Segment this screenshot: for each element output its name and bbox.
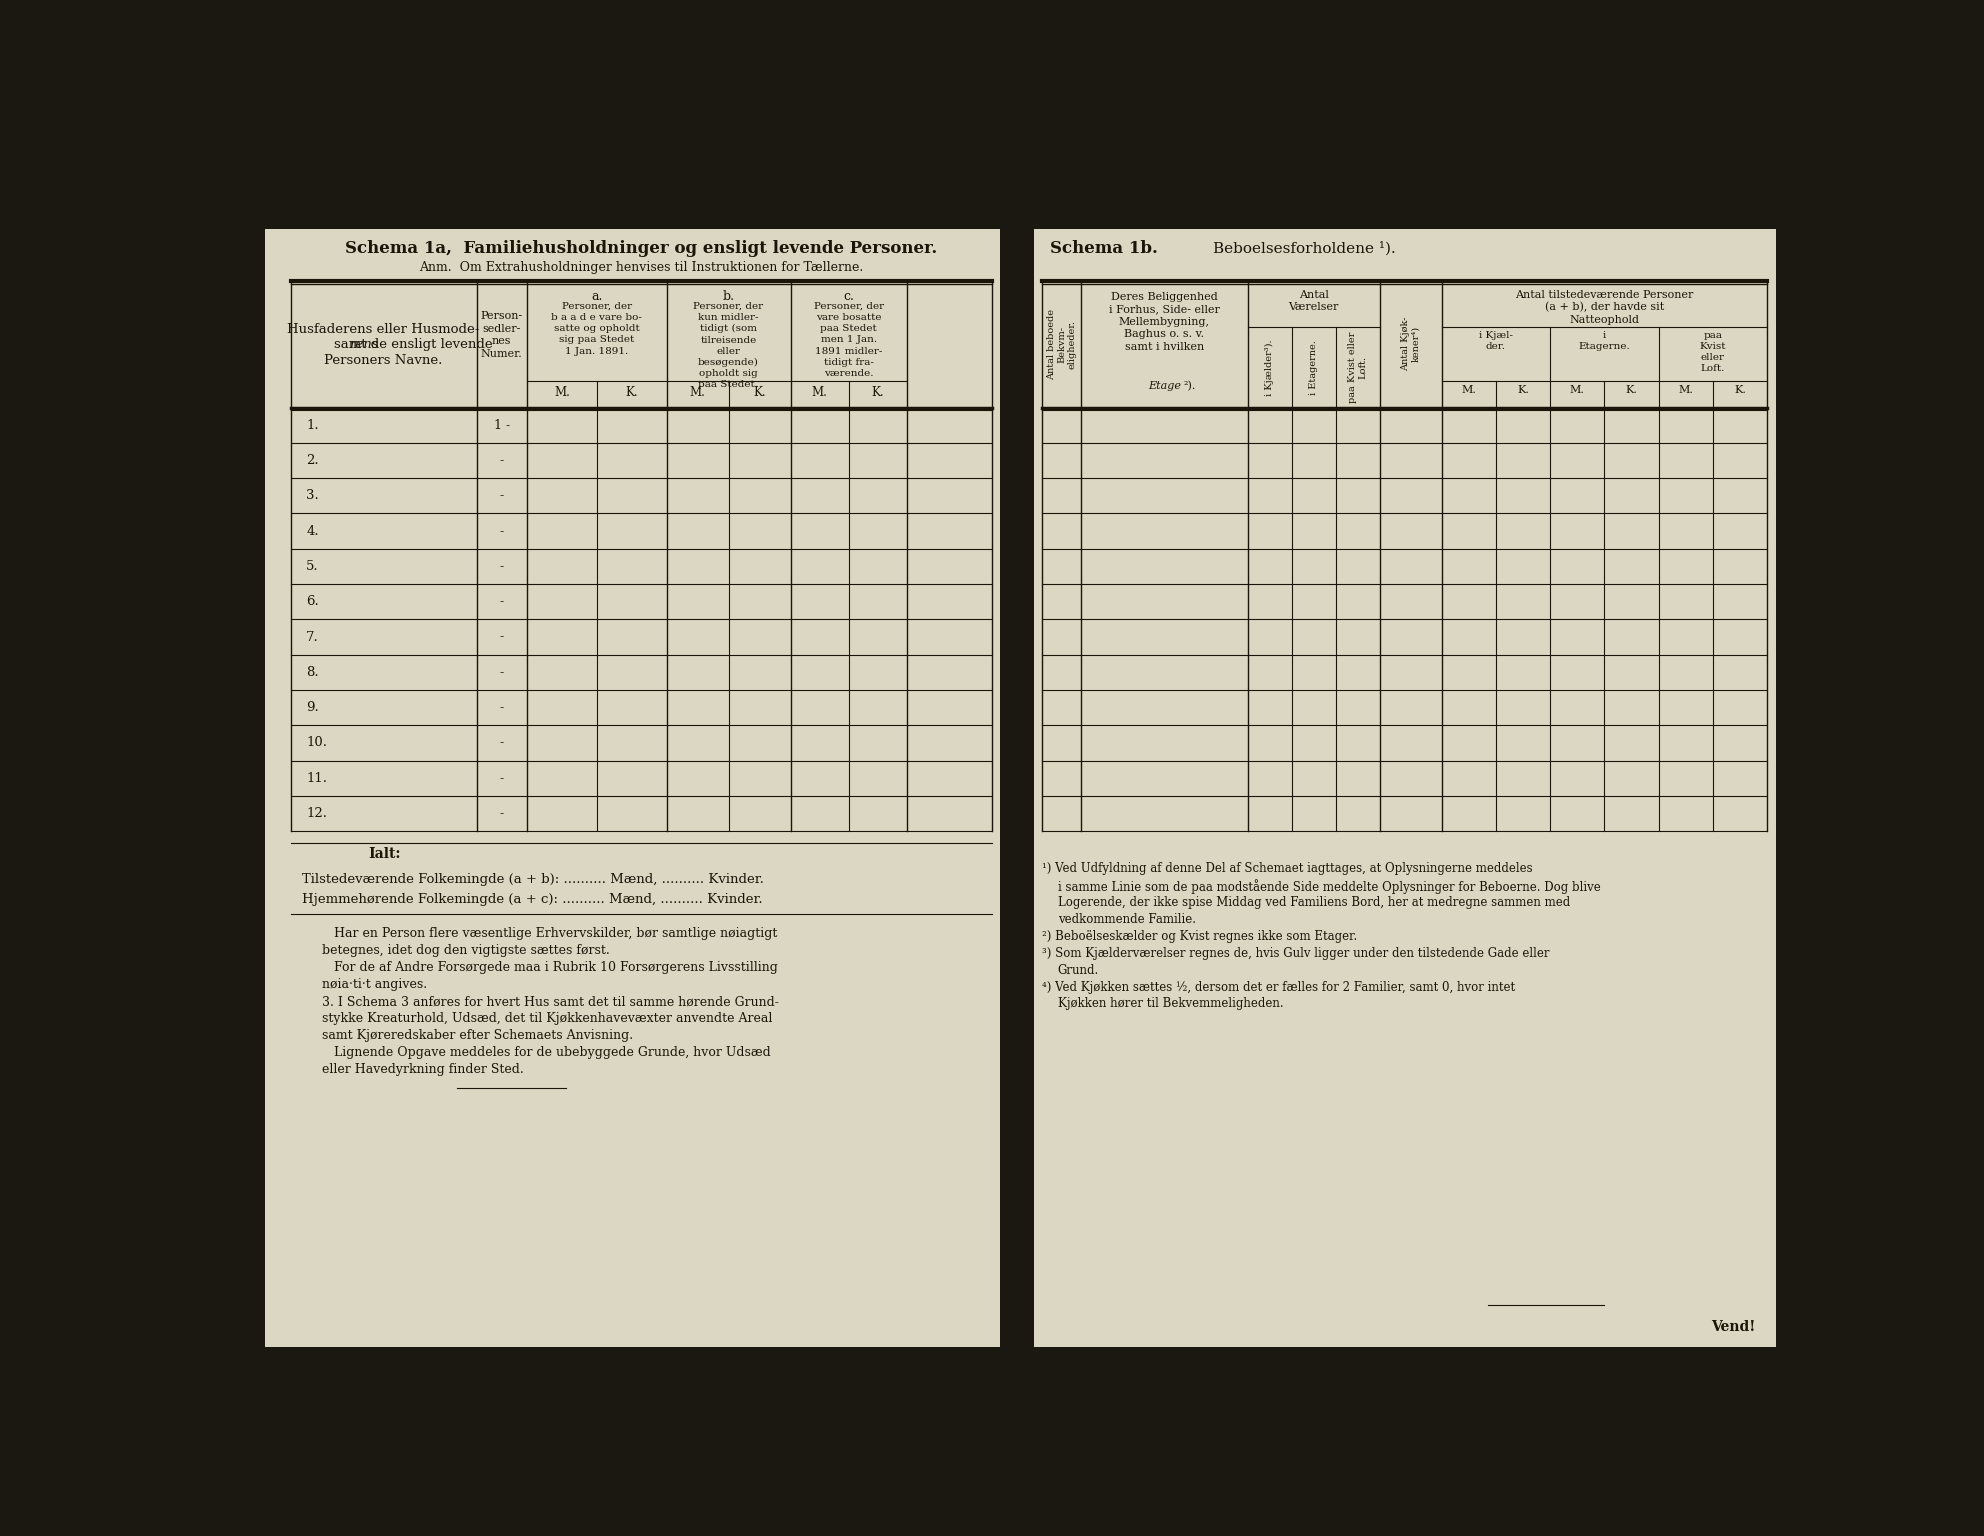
Text: a.: a. — [591, 290, 603, 303]
Text: -: - — [500, 736, 504, 750]
Bar — [266, 229, 1000, 1347]
Text: -: - — [500, 700, 504, 714]
Text: 7.: 7. — [306, 630, 319, 644]
Text: M.: M. — [1460, 384, 1476, 395]
Text: ⁴) Ved Kjøkken sættes ½, dersom det er fælles for 2 Familier, samt 0, hvor intet: ⁴) Ved Kjøkken sættes ½, dersom det er f… — [1042, 980, 1516, 994]
Bar — [1034, 229, 1776, 1347]
Text: Antal beboede
Bekvm-
eligheder.: Antal beboede Bekvm- eligheder. — [1048, 309, 1077, 379]
Text: 6.: 6. — [306, 596, 319, 608]
Text: Anm.  Om Extrahusholdninger henvises til Instruktionen for Tællerne.: Anm. Om Extrahusholdninger henvises til … — [419, 261, 863, 273]
Text: M.: M. — [1569, 384, 1585, 395]
Text: -: - — [500, 561, 504, 573]
Text: 1.: 1. — [306, 419, 319, 432]
Text: Deres Beliggenhed
i Forhus, Side- eller
Mellembygning,
Baghus o. s. v.
samt i hv: Deres Beliggenhed i Forhus, Side- eller … — [1109, 292, 1220, 352]
Text: 2.: 2. — [306, 455, 319, 467]
Text: samt de ensligt levende: samt de ensligt levende — [333, 338, 492, 352]
Text: M.: M. — [554, 386, 569, 399]
Text: ²) Beboëlseskælder og Kvist regnes ikke som Etager.: ²) Beboëlseskælder og Kvist regnes ikke … — [1042, 929, 1357, 943]
Text: samt Kjøreredskaber efter Schemaets Anvisning.: samt Kjøreredskaber efter Schemaets Anvi… — [321, 1029, 633, 1041]
Text: Personers Navne.: Personers Navne. — [325, 353, 442, 367]
Text: K.: K. — [1518, 384, 1530, 395]
Text: betegnes, idet dog den vigtigste sættes først.: betegnes, idet dog den vigtigste sættes … — [321, 945, 609, 957]
Text: Ialt:: Ialt: — [369, 846, 401, 860]
Text: ²).: ²). — [1182, 381, 1196, 392]
Text: vedkommende Familie.: vedkommende Familie. — [1057, 912, 1196, 926]
Text: 9.: 9. — [306, 700, 319, 714]
Text: 10.: 10. — [306, 736, 327, 750]
Text: i Kjælder³).: i Kjælder³). — [1266, 339, 1274, 395]
Text: stykke Kreaturhold, Udsæd, det til Kjøkkenhavevæxter anvendte Areal: stykke Kreaturhold, Udsæd, det til Kjøkk… — [321, 1012, 772, 1025]
Text: paa
Kvist
eller
Loft.: paa Kvist eller Loft. — [1700, 330, 1726, 373]
Text: 8.: 8. — [306, 665, 319, 679]
Text: ¹) Ved Udfyldning af denne Del af Schemaet iagttages, at Oplysningerne meddeles: ¹) Ved Udfyldning af denne Del af Schema… — [1042, 862, 1534, 876]
Text: For de af Andre Forsørgede maa i Rubrik 10 Forsørgerens Livsstilling: For de af Andre Forsørgede maa i Rubrik … — [321, 962, 778, 974]
Text: 12.: 12. — [306, 806, 327, 820]
Text: Kjøkken hører til Bekvemmeligheden.: Kjøkken hører til Bekvemmeligheden. — [1057, 997, 1284, 1011]
Text: K.: K. — [625, 386, 639, 399]
Text: -: - — [500, 455, 504, 467]
Text: Person-
sedler-
nes
Numer.: Person- sedler- nes Numer. — [480, 312, 524, 358]
Text: -: - — [500, 771, 504, 785]
Text: Schema 1a,  Familiehusholdninger og ensligt levende Personer.: Schema 1a, Familiehusholdninger og ensli… — [345, 240, 936, 257]
Text: Husfaderens eller Husmode-: Husfaderens eller Husmode- — [288, 323, 480, 336]
Text: K.: K. — [871, 386, 885, 399]
Text: 3.: 3. — [306, 490, 319, 502]
Text: K.: K. — [1625, 384, 1637, 395]
Text: Antal Kjøk-
kener⁴): Antal Kjøk- kener⁴) — [1401, 316, 1421, 372]
Text: Beboelsesforholdene ¹).: Beboelsesforholdene ¹). — [1212, 241, 1395, 255]
Text: M.: M. — [1678, 384, 1692, 395]
Text: Lignende Opgave meddeles for de ubebyggede Grunde, hvor Udsæd: Lignende Opgave meddeles for de ubebygge… — [321, 1046, 770, 1058]
Text: Antal
Værelser: Antal Værelser — [1288, 290, 1339, 312]
Text: 5.: 5. — [306, 561, 319, 573]
Text: Personer, der
kun midler-
tidigt (som
tilreisende
eller
besøgende)
opholdt sig
p: Personer, der kun midler- tidigt (som ti… — [694, 303, 764, 389]
Text: 3. I Schema 3 anføres for hvert Hus samt det til samme hørende Grund-: 3. I Schema 3 anføres for hvert Hus samt… — [321, 995, 778, 1008]
Text: 11.: 11. — [306, 771, 327, 785]
Text: 1 -: 1 - — [494, 419, 510, 432]
Text: i Kjæl-
der.: i Kjæl- der. — [1478, 330, 1512, 350]
Text: nøia·ti·t angives.: nøia·ti·t angives. — [321, 978, 427, 991]
Text: Antal tilstedeværende Personer
(a + b), der havde sit
Natteophold: Antal tilstedeværende Personer (a + b), … — [1516, 290, 1694, 326]
Text: eller Havedyrkning finder Sted.: eller Havedyrkning finder Sted. — [321, 1063, 524, 1075]
Text: Schema 1b.: Schema 1b. — [1050, 240, 1159, 257]
Text: Etage: Etage — [1149, 381, 1180, 390]
Text: -: - — [500, 665, 504, 679]
Text: Har en Person flere væsentlige Erhvervskilder, bør samtlige nøiagtigt: Har en Person flere væsentlige Erhvervsk… — [321, 928, 778, 940]
Text: rens: rens — [349, 338, 379, 352]
Text: -: - — [500, 490, 504, 502]
Text: Personer, der
b a a d e vare bo-
satte og opholdt
sig paa Stedet
1 Jan. 1891.: Personer, der b a a d e vare bo- satte o… — [552, 303, 643, 355]
Text: Tilstedeværende Folkemingde (a + b): .......... Mænd, .......... Kvinder.: Tilstedeværende Folkemingde (a + b): ...… — [302, 874, 764, 886]
Text: Logerende, der ikke spise Middag ved Familiens Bord, her at medregne sammen med: Logerende, der ikke spise Middag ved Fam… — [1057, 895, 1569, 909]
Text: K.: K. — [1734, 384, 1746, 395]
Text: -: - — [500, 806, 504, 820]
Text: Vend!: Vend! — [1710, 1319, 1756, 1335]
Text: M.: M. — [811, 386, 827, 399]
Text: -: - — [500, 596, 504, 608]
Text: c.: c. — [843, 290, 853, 303]
Text: Grund.: Grund. — [1057, 963, 1099, 977]
Text: i
Etagerne.: i Etagerne. — [1579, 330, 1631, 350]
Text: i samme Linie som de paa modstående Side meddelte Oplysninger for Beboerne. Dog : i samme Linie som de paa modstående Side… — [1057, 879, 1601, 894]
Text: M.: M. — [690, 386, 706, 399]
Text: Personer, der
vare bosatte
paa Stedet
men 1 Jan.
1891 midler-
tidigt fra-
værend: Personer, der vare bosatte paa Stedet me… — [813, 303, 883, 378]
Text: b.: b. — [722, 290, 734, 303]
Text: -: - — [500, 630, 504, 644]
Text: paa Kvist eller
Loft.: paa Kvist eller Loft. — [1347, 332, 1367, 402]
Text: Hjemmehørende Folkemingde (a + c): .......... Mænd, .......... Kvinder.: Hjemmehørende Folkemingde (a + c): .....… — [302, 892, 764, 906]
Text: i Etagerne.: i Etagerne. — [1309, 339, 1317, 395]
Text: -: - — [500, 525, 504, 538]
Text: 4.: 4. — [306, 525, 319, 538]
Text: K.: K. — [754, 386, 766, 399]
Text: ³) Som Kjælderværelser regnes de, hvis Gulv ligger under den tilstedende Gade el: ³) Som Kjælderværelser regnes de, hvis G… — [1042, 946, 1550, 960]
